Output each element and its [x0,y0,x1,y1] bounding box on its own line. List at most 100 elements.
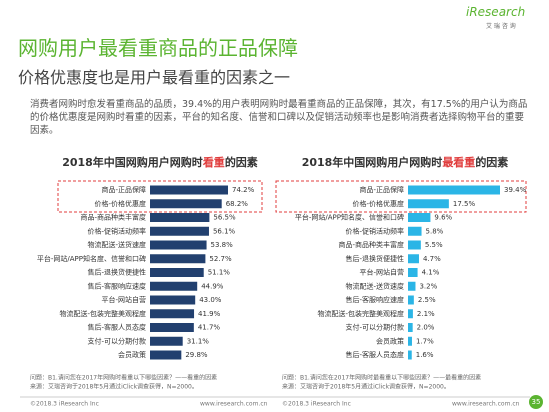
value-label: 1.7% [416,337,434,345]
bar [408,323,413,332]
value-label: 5.5% [425,241,443,249]
category-label: 售后-客服响应速度 [87,281,146,290]
bar [408,226,422,236]
bar [150,350,182,360]
value-label: 52.7% [209,255,232,263]
bar [150,199,222,209]
bar [150,213,210,222]
value-label: 5.8% [426,227,444,235]
chart-title: 2018年中国网购用户网购时看重的因素 [62,155,258,169]
category-label: 商品-正品保障 [101,185,146,194]
bar [150,185,228,195]
category-label: 售后-客服人员态度 [87,323,146,332]
bar [408,213,431,222]
bar [408,185,500,195]
category-label: 价格-促销活动频率 [87,226,146,235]
value-label: 53.8% [211,241,234,249]
chart-title-part: 的因素 [225,155,258,169]
value-label: 2.0% [417,324,435,332]
subtitle: 价格优惠度也是用户最看重的因素之一 [18,68,291,87]
highlight-box [275,180,527,213]
footnote: 来源：艾瑞咨询于2018年5月通过iClick调查获得，N=2000。 [30,383,198,391]
category-label: 支付-可以分期付款 [345,323,404,332]
bar [408,254,419,264]
bar [150,336,183,346]
bar [408,309,413,319]
category-label: 售后-退换货便捷性 [345,254,404,263]
highlight-box [57,180,263,213]
chart-title-part: 2018年中国网购用户网购时 [62,155,203,169]
page-number: 35 [532,398,541,406]
value-label: 41.9% [198,310,221,318]
copyright: ©2018.3 iResearch Inc [282,401,351,408]
category-label: 平台-网站自营 [359,268,404,277]
chart-title-part: 看重 [203,155,225,169]
value-label: 29.8% [185,351,208,359]
category-label: 售后-退换货便捷性 [87,268,146,277]
category-label: 价格-促销活动频率 [345,226,404,235]
bar [408,281,416,291]
url: www.iresearch.com.cn [200,401,268,408]
bar [408,268,418,277]
value-label: 9.6% [434,214,452,222]
value-label: 51.1% [208,269,231,277]
bar [150,281,198,291]
value-label: 41.7% [198,324,221,332]
url: www.iresearch.com.cn [452,401,520,408]
category-label: 会员政策 [118,350,146,359]
chart-title: 2018年中国网购用户网购时最看重的因素 [302,155,509,169]
bar [150,309,195,319]
category-label: 平台-网站自营 [101,295,146,304]
category-label: 价格-价格优惠度 [94,199,146,208]
category-label: 物流配送-包装完整美观程度 [317,309,404,318]
category-label: 物流配送-包装完整美观程度 [59,309,146,318]
value-label: 4.1% [422,269,440,277]
title: 网购用户最看重商品的正品保障 [18,36,298,60]
value-label: 56.1% [213,227,236,235]
chart-title-part: 的因素 [475,155,508,169]
bar [150,295,196,305]
value-label: 2.1% [417,310,435,318]
value-label: 68.2% [226,200,249,208]
bar [408,336,412,346]
chart-title-part: 最看重 [442,155,475,169]
category-label: 商品-商品种类丰富度 [338,240,404,249]
bar [150,226,209,236]
bar [150,323,194,332]
value-label: 56.5% [213,214,236,222]
copyright: ©2018.3 iResearch Inc [30,401,99,408]
value-label: 74.2% [232,186,255,194]
category-label: 支付-可以分期付款 [87,336,146,345]
category-label: 商品-正品保障 [359,185,404,194]
category-label: 会员政策 [376,336,404,345]
value-label: 4.7% [423,255,441,263]
category-label: 物流配送-送货速度 [345,281,404,290]
chart-title-part: 2018年中国网购用户网购时 [302,155,443,169]
bar [150,268,204,277]
bar [408,350,412,360]
description: 消费者网购时愈发看重商品的品质，39.4%的用户表明网购时最看重商品的正品保障，… [30,99,528,136]
footnote: 来源：艾瑞咨询于2018年5月通过iClick调查获得，N=2000。 [282,383,450,391]
category-label: 商品-商品种类丰富度 [80,213,146,222]
value-label: 31.1% [187,337,210,345]
bar [150,254,206,264]
category-label: 价格-价格优惠度 [352,199,404,208]
footnote: 问题：B1.请问您在2017年网购时最看重以下哪些因素？——最看重的因素 [282,374,481,382]
bar [408,240,421,250]
category-label: 售后-客服响应速度 [345,295,404,304]
value-label: 2.5% [418,296,436,304]
category-label: 物流配送-送货速度 [87,240,146,249]
footnote: 问题：B1.请问您在2017年网购时看重以下哪些因素？——看重的因素 [30,374,217,382]
page-badge [529,395,543,409]
value-label: 1.6% [416,351,434,359]
category-label: 平台-网站/APP知名度、信誉和口碑 [37,254,146,263]
bar [408,199,449,209]
value-label: 43.0% [199,296,222,304]
bar [150,240,207,250]
value-label: 39.4% [504,186,527,194]
category-label: 平台-网站/APP知名度、信誉和口碑 [295,213,404,222]
value-label: 3.2% [419,282,437,290]
logo: iResearch [466,5,526,19]
value-label: 44.9% [201,282,224,290]
